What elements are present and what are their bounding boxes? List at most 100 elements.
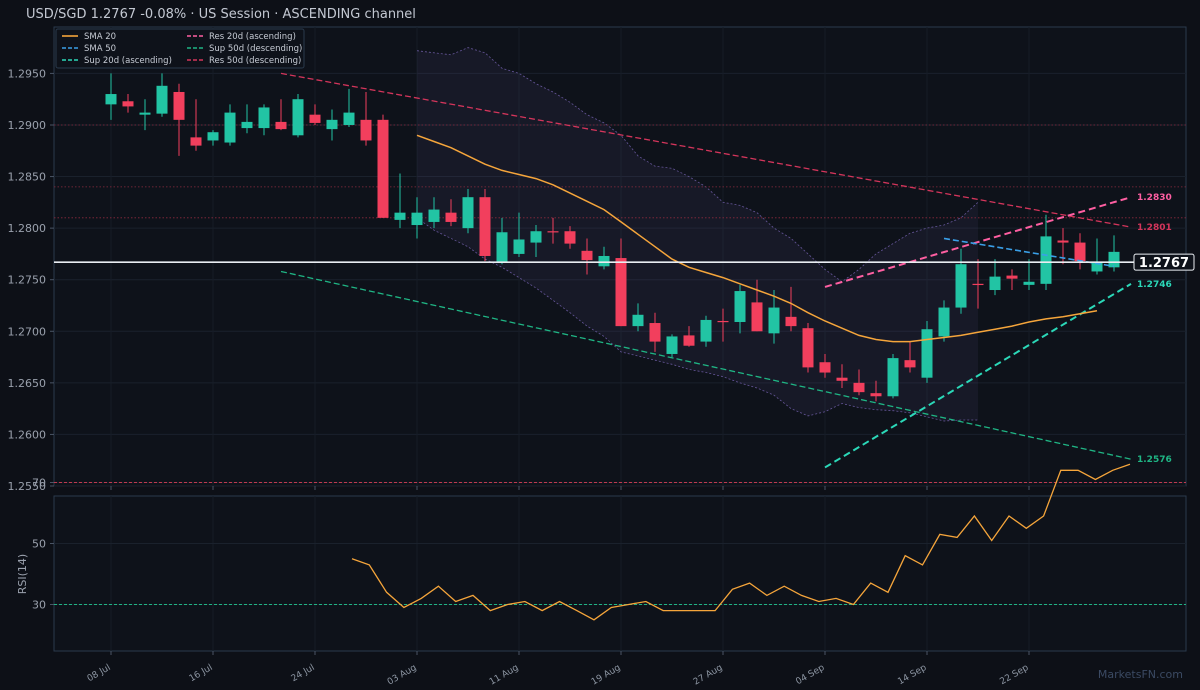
candle-body	[530, 231, 542, 243]
current-price-box	[1133, 253, 1195, 271]
candle-body	[853, 382, 865, 393]
bollinger-lower	[416, 217, 978, 422]
candle-body	[1074, 242, 1086, 262]
price-y-tick-label: 1.2950	[8, 67, 47, 80]
rsi-y-tick-label: 30	[32, 599, 46, 612]
candle-body	[938, 307, 950, 337]
candle-body	[904, 360, 916, 368]
legend-box	[55, 28, 305, 69]
candle-body	[989, 276, 1001, 291]
candle-body	[1040, 236, 1052, 284]
candle-body	[683, 335, 695, 346]
candle-body	[326, 119, 338, 130]
candle-body	[428, 209, 440, 222]
candle-body	[1091, 262, 1103, 272]
candle-body	[887, 358, 899, 397]
candle-body	[1023, 281, 1035, 285]
level-label-sup20-ascending: 1.2746	[1137, 280, 1172, 290]
bollinger-fill	[417, 47, 978, 421]
candle-body	[870, 393, 882, 397]
price-y-tick-label: 1.2850	[8, 171, 47, 184]
candle-body	[207, 132, 219, 141]
candle-body	[564, 231, 576, 244]
candle-body	[105, 94, 117, 105]
rsi-panel	[53, 495, 1187, 652]
level-label-sup50-descending: 1.2576	[1137, 455, 1172, 465]
candle-body	[377, 119, 389, 218]
legend-label: Sup 50d (descending)	[209, 44, 302, 54]
candle-body	[819, 362, 831, 373]
candle-body	[343, 112, 355, 125]
price-y-tick-label: 1.2900	[8, 119, 47, 132]
candle-body	[615, 258, 627, 327]
candle-body	[292, 99, 304, 136]
candle-body	[666, 336, 678, 354]
price-y-tick-label: 1.2600	[8, 428, 47, 441]
candle-body	[581, 250, 593, 261]
level-labels: 1.2830 1.2801 1.2746 1.2576	[1137, 193, 1172, 465]
level-label-res20-ascending: 1.2830	[1137, 193, 1172, 203]
candle-body	[1006, 275, 1018, 279]
rsi-axis-label: RSI(14)	[16, 554, 29, 594]
candle-body	[496, 232, 508, 263]
candle-body	[1057, 240, 1069, 243]
price-y-axis: 1.2550 1.2600 1.2650 1.2700 1.2750 1.2800 1.28…	[8, 67, 54, 493]
price-y-tick-label: 1.2750	[8, 274, 47, 287]
candle-body	[836, 377, 848, 381]
candle-body	[258, 107, 270, 129]
candle-body	[700, 319, 712, 342]
level-label-res50-descending: 1.2801	[1137, 223, 1172, 233]
candle-body	[972, 283, 984, 286]
candle-body	[717, 320, 729, 323]
sup-50d-descending-line	[280, 270, 1132, 460]
candle-body	[173, 91, 185, 120]
candle-body	[309, 114, 321, 123]
moving-averages	[416, 134, 1115, 343]
current-price-label: 1.2767	[1139, 256, 1189, 271]
price-y-tick-label: 1.2800	[8, 222, 47, 235]
rsi-y-tick-label: 50	[32, 538, 46, 551]
candle-body	[411, 212, 423, 226]
watermark: MarketsFN.com	[1098, 668, 1183, 681]
legend: SMA 20 SMA 50 Sup 20d (ascending) Res 20d (…	[55, 28, 305, 69]
legend-label: SMA 20	[84, 32, 116, 42]
candle-body	[394, 212, 406, 220]
candle-body	[275, 121, 287, 130]
price-grid	[54, 27, 1186, 487]
rsi-grid	[54, 482, 1186, 651]
candle-body	[785, 316, 797, 327]
rsi-y-tick-label: 70	[32, 477, 46, 490]
candle-body	[1108, 251, 1120, 268]
legend-label: Res 20d (ascending)	[209, 32, 296, 42]
candle-body	[156, 85, 168, 114]
current-price-line: 1.2767	[54, 253, 1195, 271]
candle-body	[190, 137, 202, 146]
candle-body	[224, 112, 236, 143]
legend-label: SMA 50	[84, 44, 116, 54]
legend-label: Res 50d (descending)	[209, 56, 301, 66]
candle-body	[122, 101, 134, 107]
res-20d-ascending-line	[824, 196, 1132, 288]
bollinger-band	[416, 47, 979, 422]
price-y-tick-label: 1.2550	[8, 480, 47, 493]
candle-body	[360, 119, 372, 141]
rsi-line	[351, 463, 1131, 621]
candle-body	[734, 291, 746, 322]
candle-body	[751, 302, 763, 332]
chart-title: USD/SGD 1.2767 -0.08% · US Session · ASC…	[26, 7, 416, 22]
candle-body	[241, 121, 253, 129]
candle-body	[598, 255, 610, 267]
candle-body	[479, 197, 491, 256]
candle-body	[632, 314, 644, 327]
sma-20-line	[416, 134, 1098, 343]
price-panel	[53, 26, 1187, 487]
candle-body	[802, 328, 814, 368]
candle-body	[462, 197, 474, 229]
price-y-tick-label: 1.2650	[8, 377, 47, 390]
candle-body	[139, 112, 151, 115]
candle-body	[955, 264, 967, 308]
sma-50-line	[943, 237, 1115, 268]
candle-body	[445, 212, 457, 222]
price-y-tick-label: 1.2700	[8, 325, 47, 338]
